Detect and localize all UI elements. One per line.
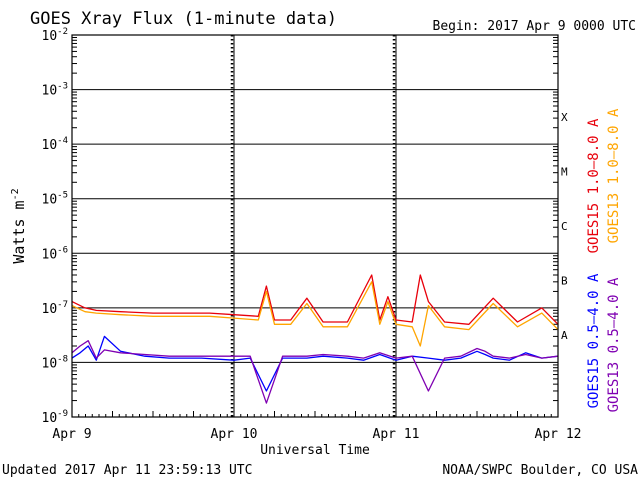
flare-class-label: A (561, 329, 568, 342)
y-tick-base: 10 (42, 193, 58, 208)
y-tick-labels: 10-210-310-410-510-610-710-810-9 (42, 27, 69, 426)
legend-entry: GOES15 1.0–8.0 A (586, 118, 602, 253)
data-source: NOAA/SWPC Boulder, CO USA (442, 463, 638, 478)
y-tick-exponent: -8 (57, 354, 68, 364)
y-tick-label: 10-9 (42, 409, 69, 426)
y-tick-base: 10 (42, 84, 58, 99)
y-tick-label: 10-2 (42, 27, 69, 44)
x-tick-label: Apr 12 (535, 427, 582, 442)
series-line-1 (71, 274, 559, 325)
flare-class-labels: X M C B A (561, 111, 568, 342)
flare-class-label: X (561, 111, 568, 124)
y-axis-label-main: Watts m (10, 200, 28, 263)
y-tick-exponent: -2 (57, 27, 68, 37)
y-tick-label: 10-4 (42, 136, 69, 153)
y-tick-label: 10-6 (42, 245, 69, 262)
y-tick-exponent: -3 (57, 82, 68, 92)
y-tick-label: 10-8 (42, 354, 69, 371)
series-line-2 (71, 281, 559, 347)
plot-frame (71, 34, 559, 418)
chart-title: GOES Xray Flux (1-minute data) (30, 9, 337, 29)
updated-timestamp: Updated 2017 Apr 11 23:59:13 UTC (2, 463, 252, 478)
y-tick-label: 10-5 (42, 191, 69, 208)
y-tick-label: 10-3 (42, 82, 69, 99)
y-tick-exponent: -7 (57, 300, 68, 310)
series-line-4 (71, 340, 559, 404)
legend-entry: GOES13 0.5–4.0 A (606, 277, 622, 412)
legend-entry: GOES15 0.5–4.0 A (586, 273, 602, 408)
x-tick-label: Apr 9 (52, 427, 91, 442)
y-axis-label: Watts m-2 (10, 188, 28, 263)
flare-class-label: M (561, 165, 568, 178)
y-tick-base: 10 (42, 247, 58, 262)
x-tick-label: Apr 10 (211, 427, 258, 442)
y-tick-exponent: -5 (57, 191, 68, 201)
y-tick-base: 10 (42, 138, 58, 153)
y-tick-base: 10 (42, 302, 58, 317)
legend-entry: GOES13 1.0–8.0 A (606, 108, 622, 243)
flare-class-label: B (561, 275, 568, 288)
y-tick-exponent: -9 (57, 409, 68, 419)
x-axis-label: Universal Time (260, 443, 370, 458)
begin-label: Begin: 2017 Apr 9 0000 UTC (433, 19, 637, 34)
y-tick-exponent: -6 (57, 245, 68, 255)
y-tick-exponent: -4 (57, 136, 68, 146)
plot-grid (72, 35, 558, 417)
legend: GOES15 1.0–8.0 A GOES13 1.0–8.0 A GOES15 0… (586, 108, 622, 412)
y-axis-label-exponent: -2 (10, 188, 21, 200)
flare-class-label: C (561, 220, 568, 233)
y-tick-base: 10 (42, 356, 58, 371)
y-tick-base: 10 (42, 411, 58, 426)
x-tick-label: Apr 11 (373, 427, 420, 442)
y-tick-base: 10 (42, 29, 58, 44)
x-tick-labels: Apr 9 Apr 10 Apr 11 Apr 12 (52, 427, 581, 442)
y-tick-label: 10-7 (42, 300, 69, 317)
series-line-3 (71, 335, 559, 392)
series-group (71, 274, 559, 404)
